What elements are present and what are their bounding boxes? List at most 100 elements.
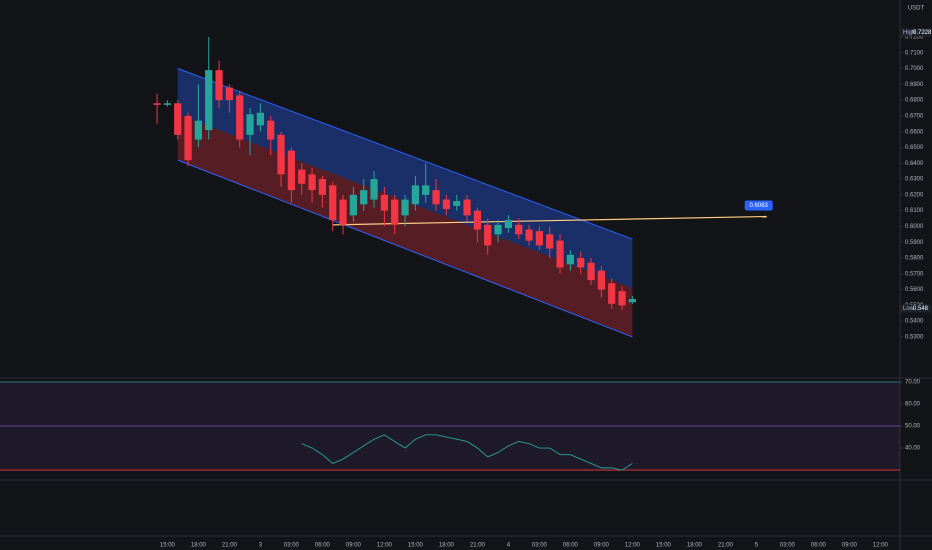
x-tick-label: 18:00 <box>191 543 207 549</box>
price-label-box <box>901 28 931 37</box>
y-tick-label: 0.5900 <box>905 240 924 246</box>
candle-body <box>370 179 378 200</box>
currency-label: USDT <box>908 6 925 12</box>
candle-body <box>494 224 502 235</box>
y-tick-label: 0.6100 <box>905 208 924 214</box>
x-tick-label: 12:00 <box>625 543 641 549</box>
candle-body <box>504 220 512 228</box>
candle-body <box>556 240 564 268</box>
x-tick-label: 21:00 <box>470 543 486 549</box>
y-tick-label: 0.6500 <box>905 145 924 151</box>
candle-body <box>205 70 213 131</box>
candle-body <box>391 199 399 225</box>
candle-body <box>153 103 161 105</box>
band-fill <box>0 381 900 471</box>
x-tick-label: 06:00 <box>315 543 331 549</box>
y-tick-label: 0.7200 <box>905 35 924 41</box>
level-tag-label: 0.6063 <box>750 203 769 209</box>
candle-body <box>236 95 244 140</box>
y-tick-label: 0.6400 <box>905 161 924 167</box>
candle-body <box>277 134 285 175</box>
candle-body <box>535 231 543 246</box>
x-tick-label: 18:00 <box>439 543 455 549</box>
y-tick-label: 0.5400 <box>905 319 924 325</box>
candle-body <box>163 103 172 105</box>
y-tick-label: 60.00 <box>905 402 921 408</box>
x-tick-label: 06:00 <box>563 543 579 549</box>
x-tick-label: 4 <box>507 543 511 549</box>
x-tick-label: 12:00 <box>873 543 889 549</box>
x-tick-label: 3 <box>259 543 263 549</box>
candle-body <box>618 291 626 306</box>
x-tick-label: 21:00 <box>222 543 238 549</box>
level-tag <box>744 200 773 211</box>
candle-body <box>225 87 234 101</box>
candle-body <box>174 103 182 135</box>
candle-body <box>422 185 430 195</box>
x-tick-label: 03:00 <box>532 543 548 549</box>
x-tick-label: 03:00 <box>780 543 796 549</box>
price-label-name: High <box>903 30 915 36</box>
candle-body <box>256 112 265 126</box>
candle-body <box>577 258 585 268</box>
candle-body <box>246 114 254 135</box>
candle-body <box>525 229 533 241</box>
candle-body <box>380 194 389 211</box>
candle-body <box>515 224 523 235</box>
channel-line <box>177 159 633 338</box>
y-tick-label: 0.5800 <box>905 256 924 262</box>
y-tick-label: 0.5600 <box>905 287 924 293</box>
candle-body <box>587 262 595 281</box>
y-tick-label: 0.6000 <box>905 224 924 230</box>
candle-body <box>329 185 337 221</box>
candle-body <box>608 283 616 304</box>
y-tick-label: 0.5300 <box>905 335 924 341</box>
candle-body <box>432 190 440 205</box>
candle-body <box>287 150 296 191</box>
y-tick-label: 0.6900 <box>905 82 924 88</box>
x-tick-label: 5 <box>755 543 759 549</box>
x-tick-label: 09:00 <box>346 543 362 549</box>
x-tick-label: 15:00 <box>160 543 176 549</box>
candle-body <box>360 190 368 205</box>
candle-body <box>267 120 275 140</box>
y-tick-label: 0.6200 <box>905 192 924 198</box>
x-tick-label: 21:00 <box>718 543 734 549</box>
candle-body <box>546 234 554 249</box>
x-tick-label: 09:00 <box>842 543 858 549</box>
x-tick-label: 09:00 <box>594 543 610 549</box>
y-tick-label: 50.00 <box>905 424 921 430</box>
candle-body <box>628 299 636 303</box>
y-tick-label: 0.7100 <box>905 50 924 56</box>
y-tick-label: 70.00 <box>905 380 921 386</box>
y-tick-label: 0.6800 <box>905 98 924 104</box>
x-tick-label: 15:00 <box>656 543 672 549</box>
candle-body <box>401 199 409 216</box>
candle-body <box>597 270 605 290</box>
candle-body <box>298 169 306 184</box>
candle-body <box>349 194 358 216</box>
x-tick-label: 03:00 <box>284 543 300 549</box>
candle-body <box>484 224 492 246</box>
price-label-name: Low <box>903 306 915 312</box>
x-tick-label: 06:00 <box>811 543 827 549</box>
candle-body <box>339 199 347 225</box>
rsi-line <box>301 434 633 471</box>
candle-body <box>411 185 420 205</box>
x-tick-label: 18:00 <box>687 543 703 549</box>
candle-body <box>442 199 450 210</box>
candle-body <box>566 254 574 265</box>
price-label-box <box>901 304 931 313</box>
x-tick-label: 12:00 <box>377 543 393 549</box>
candle-body <box>473 210 481 230</box>
y-tick-label: 0.6700 <box>905 113 924 119</box>
price-label-value: 0.548 <box>913 306 929 312</box>
y-tick-label: 0.6600 <box>905 129 924 135</box>
candle-body <box>453 201 461 206</box>
candle-body <box>215 70 223 101</box>
price-label-value: 0.7228 <box>913 30 932 36</box>
candle-body <box>194 120 203 140</box>
channel-line <box>177 68 633 240</box>
